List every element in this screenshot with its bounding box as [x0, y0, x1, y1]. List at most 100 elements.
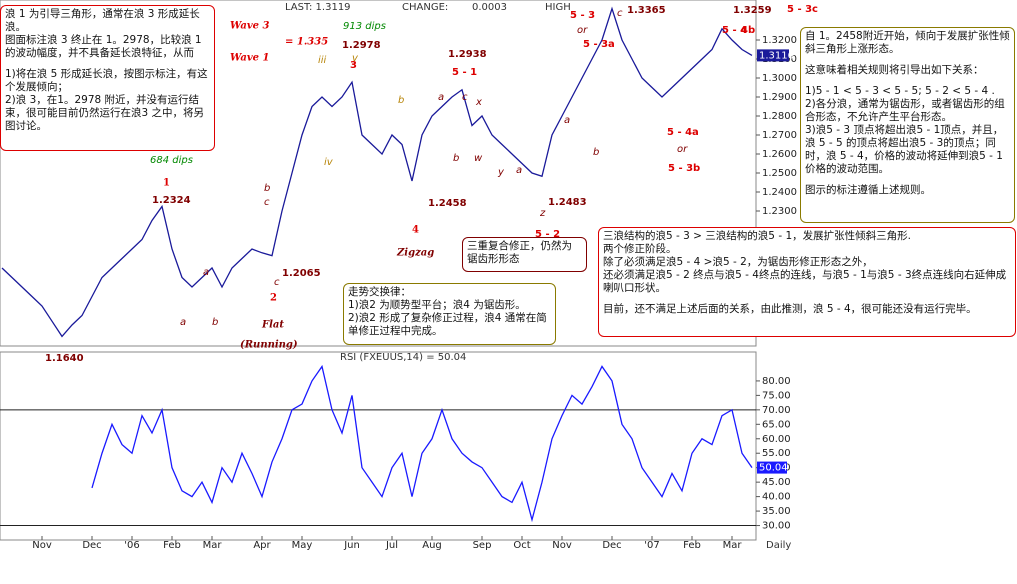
- x-tick-label: May: [292, 540, 313, 551]
- annotation: 1: [163, 178, 170, 189]
- rsi-title: RSI (FXEUUS,14) = 50.04: [340, 352, 466, 363]
- note-line: 这意味着相关规则将引导出如下关系：: [805, 64, 984, 76]
- annotation: 5 - 4: [722, 25, 747, 36]
- annotation: b: [593, 147, 599, 158]
- rsi-tick-label: 45.00: [762, 477, 791, 488]
- annotation: Wave 1: [230, 53, 269, 64]
- annotation: b: [398, 95, 404, 106]
- y-tick-label: 1.2700: [762, 130, 797, 141]
- annotation: 5 - 4a: [667, 127, 699, 138]
- x-tick-label: Apr: [253, 540, 271, 551]
- x-tick-label: '07: [644, 540, 659, 551]
- annotation: 1.2483: [548, 197, 587, 208]
- note-line: 两个修正阶段。: [603, 243, 677, 255]
- rsi-tick-label: 40.00: [762, 492, 791, 503]
- rsi-tick-label: 55.00: [762, 448, 791, 459]
- annotation: v: [352, 53, 359, 64]
- note-line: 浪 1 为引导三角形，通常在浪 3 形成延长浪。: [5, 8, 200, 33]
- x-tick-label: Feb: [683, 540, 701, 551]
- annotation: iii: [318, 55, 327, 66]
- annotation: iv: [324, 157, 334, 168]
- annotation: b: [212, 317, 218, 328]
- y-tick-label: 1.2800: [762, 111, 797, 122]
- annotation: a: [516, 165, 522, 176]
- header-change: CHANGE:: [402, 2, 448, 13]
- annotation: Wave 3: [230, 21, 269, 32]
- x-tick-label: Nov: [32, 540, 52, 551]
- rsi-line: [91, 364, 753, 523]
- annotation: Zigzag: [396, 248, 434, 259]
- annotation: 5 - 3c: [787, 4, 818, 15]
- note-box: 三浪结构的浪5 - 3 > 三浪结构的浪5 - 1，发展扩张性倾斜三角形. 两个修…: [598, 227, 1016, 337]
- annotation: 1.3365: [627, 5, 666, 16]
- annotation: 913 dips: [343, 21, 386, 32]
- x-tick-label: Oct: [513, 540, 530, 551]
- annotation: 4: [412, 225, 419, 236]
- annotation: a: [203, 267, 209, 278]
- note-box: 自 1。2458附近开始，倾向于发展扩张性倾斜三角形上涨形态。这意味着相关规则将…: [800, 27, 1015, 223]
- annotation: 1.2458: [428, 198, 467, 209]
- rsi-tick-label: 35.00: [762, 506, 791, 517]
- annotation: 5 - 3a: [583, 39, 615, 50]
- note-box: 走势交换律： 1)浪2 为顺势型平台；浪4 为锯齿形。 2)浪2 形成了复杂修正过程…: [343, 283, 556, 345]
- note-line: 走势交换律：: [348, 286, 411, 298]
- note-line: 自 1。2458附近开始，倾向于发展扩张性倾斜三角形上涨形态。: [805, 30, 1010, 55]
- rsi-last-label: 50.04: [759, 463, 788, 474]
- price-line: [1, 6, 753, 338]
- note-line: 1)将在浪 5 形成延长浪，按图示标注，有这个发展倾向；: [5, 68, 208, 93]
- y-tick-label: 1.2600: [762, 149, 797, 160]
- annotation: a: [438, 92, 444, 103]
- note-line: 还必须满足浪5 - 2 终点与浪5 - 4终点的连线，与浪5 - 1与浪5 - …: [603, 269, 1007, 294]
- x-tick-label: Feb: [163, 540, 181, 551]
- annotation: 5 - 2: [535, 229, 560, 240]
- rsi-frame: [0, 351, 757, 541]
- x-tick-label: Dec: [602, 540, 621, 551]
- note-line: 除了必须满足浪5 - 4 >浪5 - 2，为锯齿形修正形态之外，: [603, 256, 873, 268]
- header-change-value: 0.0003: [472, 2, 507, 13]
- annotation: c: [617, 8, 623, 19]
- note-line: 1)浪2 为顺势型平台；浪4 为锯齿形。: [348, 299, 526, 311]
- y-tick-label: 1.2500: [762, 168, 797, 179]
- annotation: 1.3259: [733, 5, 772, 16]
- annotation: 2: [270, 293, 277, 304]
- annotation: 1.2324: [152, 195, 191, 206]
- rsi-tick-label: 30.00: [762, 521, 791, 532]
- x-tick-label: '06: [124, 540, 139, 551]
- rsi-tick-label: 65.00: [762, 419, 791, 430]
- annotation: 5 - 1: [452, 67, 477, 78]
- x-axis-label: Daily: [766, 540, 791, 551]
- annotation: c: [274, 277, 280, 288]
- y-tick-label: 1.3200: [762, 35, 797, 46]
- x-tick-label: Aug: [422, 540, 442, 551]
- annotation: 1.2065: [282, 268, 321, 279]
- rsi-tick-label: 80.00: [762, 376, 791, 387]
- header-high: HIGH: [545, 2, 571, 13]
- rsi-tick-label: 70.00: [762, 405, 791, 416]
- annotation: c: [264, 197, 270, 208]
- rsi-tick-label: 60.00: [762, 434, 791, 445]
- note-line: 目前，还不满足上述后面的关系，由此推测，浪 5 - 4，很可能还没有运行完毕。: [603, 303, 977, 315]
- annotation: a: [180, 317, 186, 328]
- annotation: 1.2938: [448, 49, 487, 60]
- annotation: y: [497, 167, 505, 178]
- note-line: 图面标注浪 3 终止在 1。2978，比较浪 1 的波动幅度，并不具备延长浪特征…: [5, 34, 202, 59]
- annotation: or: [677, 144, 688, 155]
- x-tick-label: Mar: [723, 540, 743, 551]
- annotation: a: [564, 115, 570, 126]
- annotation: 3: [350, 60, 357, 71]
- note-line: 2)浪2 形成了复杂修正过程，浪4 通常在简单修正过程中完成。: [348, 312, 547, 337]
- annotation: 1.2978: [342, 40, 381, 51]
- annotation: 1.1640: [45, 353, 84, 364]
- annotation: = 1.335: [285, 37, 328, 48]
- y-tick-label: 1.3000: [762, 73, 797, 84]
- header-last: LAST: 1.3119: [285, 2, 351, 13]
- annotation: z: [539, 208, 546, 219]
- x-tick-label: Nov: [552, 540, 572, 551]
- note-line: 三重复合修正，仍然为锯齿形形态: [467, 240, 572, 265]
- annotation: b: [264, 183, 270, 194]
- annotation: x: [475, 97, 482, 108]
- annotation: 4b: [741, 25, 755, 36]
- x-tick-label: Dec: [82, 540, 101, 551]
- note-line: 三浪结构的浪5 - 3 > 三浪结构的浪5 - 1，发展扩张性倾斜三角形.: [603, 230, 911, 242]
